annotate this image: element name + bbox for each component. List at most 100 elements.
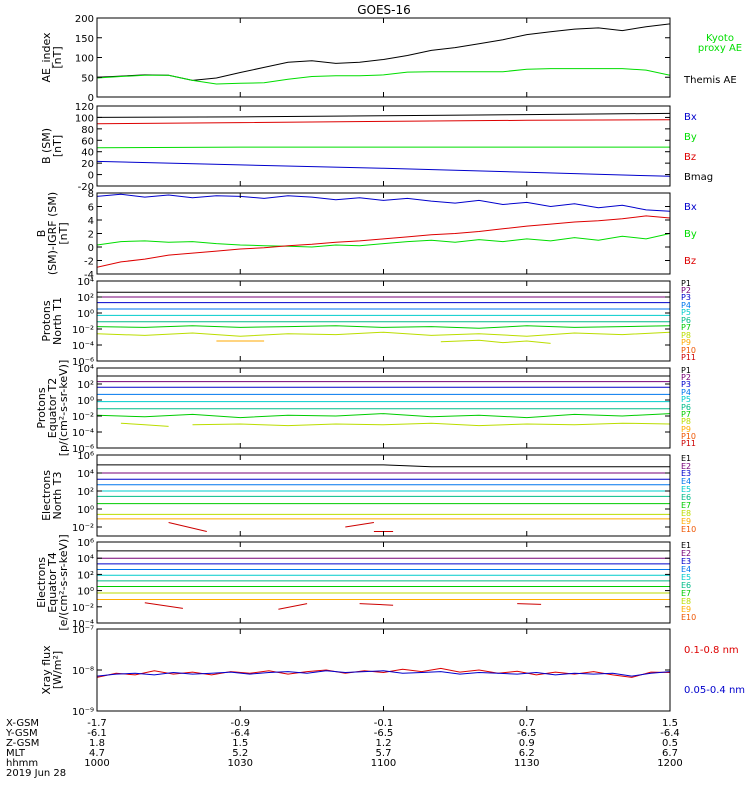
- panel-4-frame: [96, 280, 671, 362]
- panel-2-ylabel: B (SM)[nT]: [40, 128, 64, 164]
- panel-2-series-3: [97, 146, 670, 149]
- y-tick-label: 80: [81, 125, 94, 136]
- y-tick-label: 40: [81, 148, 94, 159]
- x-row-label: MLT: [6, 748, 26, 759]
- x-row-value: -6.5: [374, 728, 394, 739]
- x-row-value: 1000: [84, 758, 109, 769]
- panel-5-legend-1: P1: [681, 366, 691, 375]
- panel-5-legend-2: P2: [681, 373, 691, 382]
- panel-2-legend-1: Bx: [684, 112, 697, 123]
- x-row-value: 4.7: [89, 748, 105, 759]
- panel-3-series-1: [97, 193, 670, 212]
- figure-title: GOES-16: [357, 3, 411, 17]
- panel-8-series-2: [97, 670, 670, 677]
- y-tick-label: 10⁶: [77, 538, 94, 549]
- panel-2-legend-4: Bmag: [684, 172, 713, 183]
- panel-7-series-13: [517, 603, 542, 605]
- panel-4-legend-5: P5: [681, 308, 691, 317]
- y-tick-label: 120: [75, 102, 94, 113]
- panel-5-legend-8: P8: [681, 417, 691, 426]
- panel-7-legend-8: E8: [681, 597, 691, 606]
- y-tick-label: 10⁻²: [72, 603, 94, 614]
- panel-3-series-2: [97, 233, 670, 248]
- y-tick-label: 10⁰: [77, 587, 94, 598]
- panel-6-legend-7: E7: [681, 501, 691, 510]
- y-tick-label: 10⁰: [77, 309, 94, 320]
- x-row-value: 1.2: [376, 738, 392, 749]
- y-tick-label: 10⁻²: [72, 523, 94, 534]
- x-row-value: 1200: [657, 758, 682, 769]
- panel-5-legend-9: P9: [681, 425, 691, 434]
- panel-2-series-4: [97, 160, 670, 177]
- x-row-value: 1130: [514, 758, 539, 769]
- x-row-value: -6.4: [230, 728, 250, 739]
- panel-7-frame: [96, 541, 671, 624]
- y-tick-label: 10⁻⁶: [72, 357, 94, 368]
- panel-8-frame: [96, 628, 671, 712]
- panel-4: 10⁻⁶ 10⁻⁴ 10⁻² 10⁰ 10² 10⁴ ProtonsNorth T1 P1P2…: [40, 277, 696, 368]
- panel-6-ylabel: ElectronsNorth T3: [40, 470, 64, 521]
- y-tick-label: 100: [75, 113, 94, 124]
- y-tick-label: 60: [81, 136, 94, 147]
- panel-5-legend-5: P5: [681, 395, 691, 404]
- y-tick-label: 10⁶: [77, 451, 94, 462]
- x-row-label: X-GSM: [6, 718, 39, 729]
- panel-5-legend-7: P7: [681, 410, 691, 419]
- panel-2-series-1: [97, 112, 670, 118]
- y-tick-label: -4: [84, 270, 94, 281]
- y-tick-label: 10⁴: [77, 277, 94, 288]
- panel-6-legend-6: E6: [681, 493, 691, 502]
- panel-7-legend-9: E9: [681, 605, 691, 614]
- y-tick-label: 0: [88, 171, 94, 182]
- panel-7-legend-6: E6: [681, 581, 691, 590]
- x-row-value: 0.9: [519, 738, 535, 749]
- panel-4-legend-6: P6: [681, 316, 691, 325]
- panel-6-legend-3: E3: [681, 469, 691, 478]
- y-tick-label: 10⁻⁷: [72, 625, 94, 636]
- panel-7-legend-10: E10: [681, 613, 696, 622]
- panel-3-legend-1: Bx: [684, 202, 697, 213]
- panel-3-series-3: [97, 215, 670, 268]
- panel-6-legend-5: E5: [681, 485, 691, 494]
- y-tick-label: 6: [88, 203, 94, 214]
- panel-7-legend-7: E7: [681, 589, 691, 598]
- panel-6-legend-8: E8: [681, 509, 691, 518]
- panel-4-series-7: [97, 325, 670, 329]
- panel-7-legend-3: E3: [681, 557, 691, 566]
- panel-5: 10⁻⁶ 10⁻⁴ 10⁻² 10⁰ 10² 10⁴ ProtonsEquator T2[p…: [35, 360, 696, 457]
- panel-1-series-2: [97, 68, 670, 85]
- panel-6-legend-2: E2: [681, 462, 691, 471]
- x-row-value: 5.2: [232, 748, 248, 759]
- x-row-value: 1030: [228, 758, 253, 769]
- panel-5-frame: [96, 367, 671, 449]
- panel-8-legend-2: 0.05-0.4 nm: [684, 685, 745, 696]
- y-tick-label: 10⁻⁴: [72, 341, 94, 352]
- panel-1-series-1: [97, 23, 670, 81]
- panel-4-legend-8: P8: [681, 331, 691, 340]
- x-row-value: -0.9: [230, 718, 250, 729]
- x-row-label: hhmm: [6, 758, 38, 769]
- y-tick-label: 10²: [77, 487, 94, 498]
- panel-6-legend-4: E4: [681, 477, 691, 486]
- date-label: 2019 Jun 28: [6, 768, 66, 779]
- x-row-value: 1.5: [662, 718, 678, 729]
- panel-7-series-11: [278, 603, 308, 610]
- panel-8-ylabel: Xray flux[W/m²]: [40, 645, 64, 695]
- y-tick-label: 10⁰: [77, 505, 94, 516]
- y-tick-label: 10⁰: [77, 396, 94, 407]
- x-row-value: 6.7: [662, 748, 678, 759]
- panel-4-legend-4: P4: [681, 301, 691, 310]
- panel-1-frame: [96, 17, 671, 98]
- panel-3-legend-3: Bz: [684, 256, 696, 267]
- y-tick-label: -20: [78, 182, 94, 193]
- panel-7-legend-4: E4: [681, 565, 691, 574]
- y-tick-label: 2: [88, 230, 94, 241]
- y-tick-label: 10⁴: [77, 554, 94, 565]
- y-tick-label: 10⁻⁴: [72, 619, 94, 630]
- panel-1-legend-2: proxy AE: [698, 43, 742, 54]
- panel-5-ylabel: ProtonsEquator T2[p/(cm²-s-sr-keV)]: [35, 360, 70, 457]
- x-row-value: -6.1: [87, 728, 107, 739]
- panel-8-legend-1: 0.1-0.8 nm: [684, 645, 739, 656]
